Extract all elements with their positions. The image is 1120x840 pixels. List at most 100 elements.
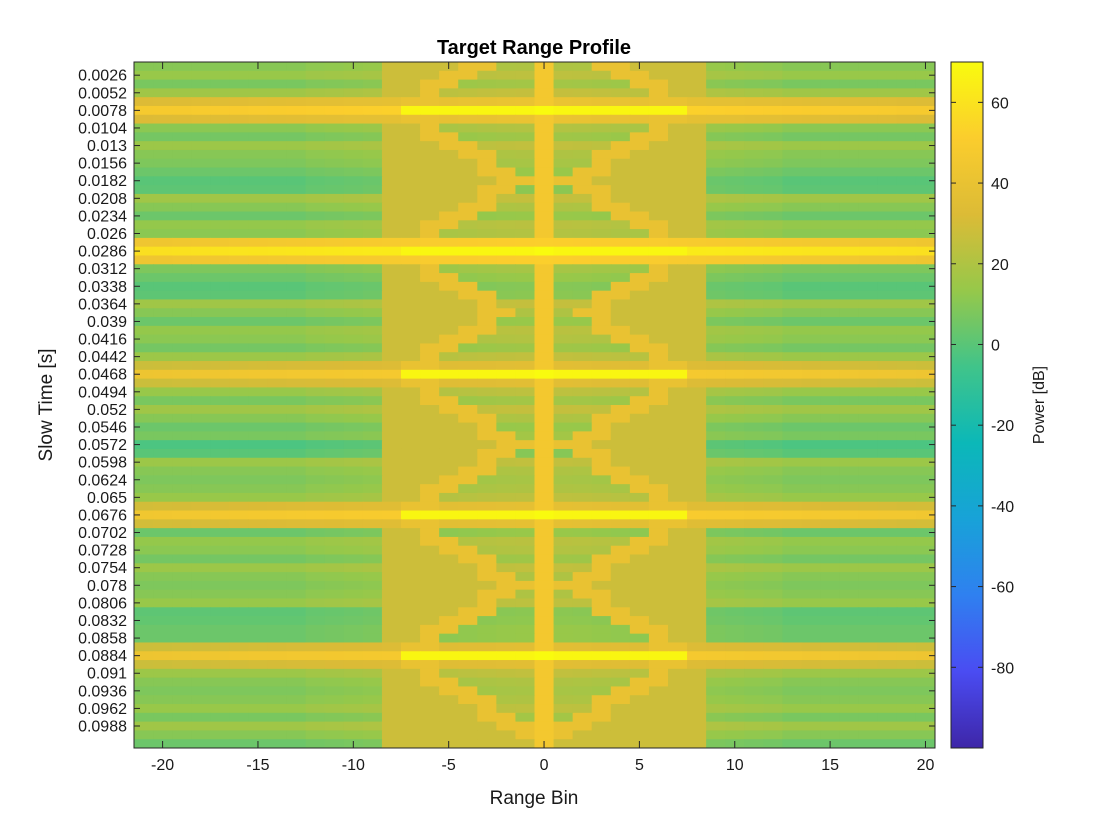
heatmap-cell [820, 352, 841, 362]
heatmap-cell [877, 686, 898, 696]
heatmap-cell [401, 123, 421, 133]
heatmap-cell [610, 510, 631, 520]
heatmap-cell [572, 237, 593, 248]
heatmap-cell [496, 105, 517, 116]
heatmap-cell [725, 193, 745, 204]
heatmap-cell [915, 704, 935, 714]
heatmap-cell [210, 484, 230, 494]
heatmap-cell [877, 572, 898, 582]
heatmap-cell [439, 501, 459, 512]
heatmap-cell [858, 580, 879, 591]
heatmap-cell [782, 589, 803, 600]
heatmap-cell [610, 554, 631, 564]
heatmap-cell [172, 229, 192, 239]
heatmap-cell [458, 264, 478, 274]
heatmap-cell [858, 193, 879, 204]
heatmap-cell [915, 536, 935, 547]
heatmap-cell [343, 79, 364, 89]
heatmap-cell [248, 475, 269, 485]
heatmap-cell [515, 528, 536, 538]
heatmap-cell [401, 660, 421, 670]
heatmap-cell [782, 519, 803, 529]
heatmap-cell [267, 475, 288, 485]
heatmap-cell [725, 677, 745, 688]
heatmap-cell [629, 229, 650, 239]
heatmap-cell [496, 79, 517, 89]
heatmap-cell [420, 290, 440, 301]
heatmap-cell [877, 325, 898, 336]
heatmap-cell [172, 536, 192, 547]
heatmap-cell [401, 185, 421, 195]
heatmap-cell [191, 730, 211, 740]
heatmap-cell [477, 123, 497, 133]
heatmap-cell [782, 633, 803, 644]
heatmap-cell [324, 114, 345, 125]
heatmap-cell [286, 616, 307, 626]
heatmap-cell [229, 695, 250, 705]
heatmap-cell [229, 545, 250, 556]
y-tick-label: 0.0624 [78, 472, 127, 489]
heatmap-cell [591, 660, 612, 670]
heatmap-cell [610, 88, 631, 98]
heatmap-cell [610, 264, 631, 274]
heatmap-cell [267, 79, 288, 89]
heatmap-cell [782, 299, 803, 309]
y-tick-label: 0.0156 [78, 156, 127, 173]
heatmap-cell [820, 704, 841, 714]
y-tick-label: 0.078 [87, 578, 127, 595]
heatmap-cell [744, 105, 764, 116]
heatmap-cell [324, 211, 345, 221]
heatmap-cell [687, 352, 707, 362]
heatmap-cell [801, 624, 822, 635]
heatmap-cell [725, 413, 745, 424]
heatmap-cell [648, 325, 669, 336]
heatmap-cell [839, 88, 860, 98]
heatmap-cell [248, 70, 269, 81]
heatmap-cell [210, 405, 230, 415]
heatmap-cell [648, 519, 669, 529]
heatmap-cell [744, 422, 764, 432]
heatmap-cell [229, 62, 250, 72]
heatmap-cell [362, 352, 383, 362]
heatmap-cell [858, 220, 879, 230]
heatmap-cell [534, 405, 555, 415]
heatmap-cell [896, 123, 917, 133]
heatmap-cell [286, 361, 307, 371]
heatmap-cell [267, 651, 288, 661]
heatmap-cell [858, 704, 879, 714]
heatmap-cell [439, 88, 459, 98]
heatmap-cell [324, 264, 345, 274]
heatmap-cell [763, 325, 784, 336]
heatmap-cell [153, 149, 173, 160]
heatmap-cell [648, 141, 669, 151]
heatmap-cell [305, 730, 326, 740]
heatmap-cell [477, 519, 497, 529]
heatmap-cell [820, 440, 841, 450]
heatmap-cell [191, 334, 211, 345]
heatmap-cell [229, 88, 250, 98]
heatmap-cell [305, 448, 326, 459]
heatmap-cell [458, 123, 478, 133]
heatmap-cell [381, 255, 402, 265]
heatmap-cell [267, 317, 288, 327]
heatmap-cell [191, 519, 211, 529]
heatmap-cell [706, 519, 726, 529]
heatmap-cell [458, 62, 478, 72]
heatmap-cell [496, 607, 517, 617]
heatmap-cell [324, 334, 345, 345]
heatmap-cell [496, 642, 517, 652]
heatmap-cell [839, 519, 860, 529]
heatmap-cell [820, 651, 841, 661]
heatmap-cell [458, 361, 478, 371]
heatmap-cell [305, 536, 326, 547]
heatmap-cell [553, 440, 574, 450]
heatmap-cell [381, 352, 402, 362]
heatmap-cell [496, 554, 517, 564]
heatmap-cell [820, 211, 841, 221]
heatmap-cell [763, 387, 784, 397]
heatmap-cell [191, 589, 211, 600]
heatmap-cell [534, 695, 555, 705]
heatmap-cell [439, 616, 459, 626]
heatmap-cell [915, 519, 935, 529]
